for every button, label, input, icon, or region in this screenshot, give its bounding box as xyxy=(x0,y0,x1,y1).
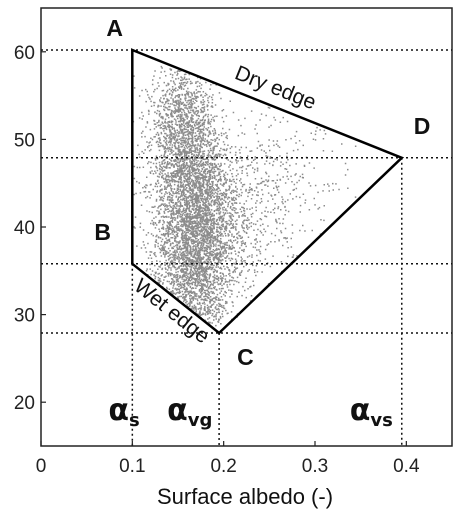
axis-ticks: 0 0.1 0.2 0.3 0.4 20 30 40 50 60 xyxy=(14,43,420,477)
scatter-points xyxy=(132,65,357,327)
y-tick-label: 50 xyxy=(14,130,35,151)
x-tick-label: 0.4 xyxy=(393,456,420,477)
polygon-outline xyxy=(131,48,405,335)
vertex-label-C: C xyxy=(237,344,254,370)
vertex-label-B: B xyxy=(94,219,111,245)
albedo-marker-vg: αvg xyxy=(167,393,212,431)
reference-lines xyxy=(41,49,452,446)
y-tick-label: 20 xyxy=(14,393,35,414)
x-axis-label: Surface albedo (-) xyxy=(157,484,333,509)
albedo-marker-vs: αvs xyxy=(350,393,393,431)
x-tick-label: 0.3 xyxy=(302,456,328,477)
triangle-polygon xyxy=(131,48,405,335)
vertex-label-A: A xyxy=(106,15,123,41)
y-tick-label: 40 xyxy=(14,218,35,239)
vertex-label-D: D xyxy=(414,113,431,139)
x-tick-label: 0.2 xyxy=(210,456,236,477)
y-tick-label: 30 xyxy=(14,306,35,327)
y-tick-label: 60 xyxy=(14,43,35,64)
albedo-marker-s: αs xyxy=(108,393,139,431)
scatter-point-cloud xyxy=(132,65,357,327)
x-tick-label: 0.1 xyxy=(119,456,145,477)
x-tick-label: 0 xyxy=(36,456,47,477)
